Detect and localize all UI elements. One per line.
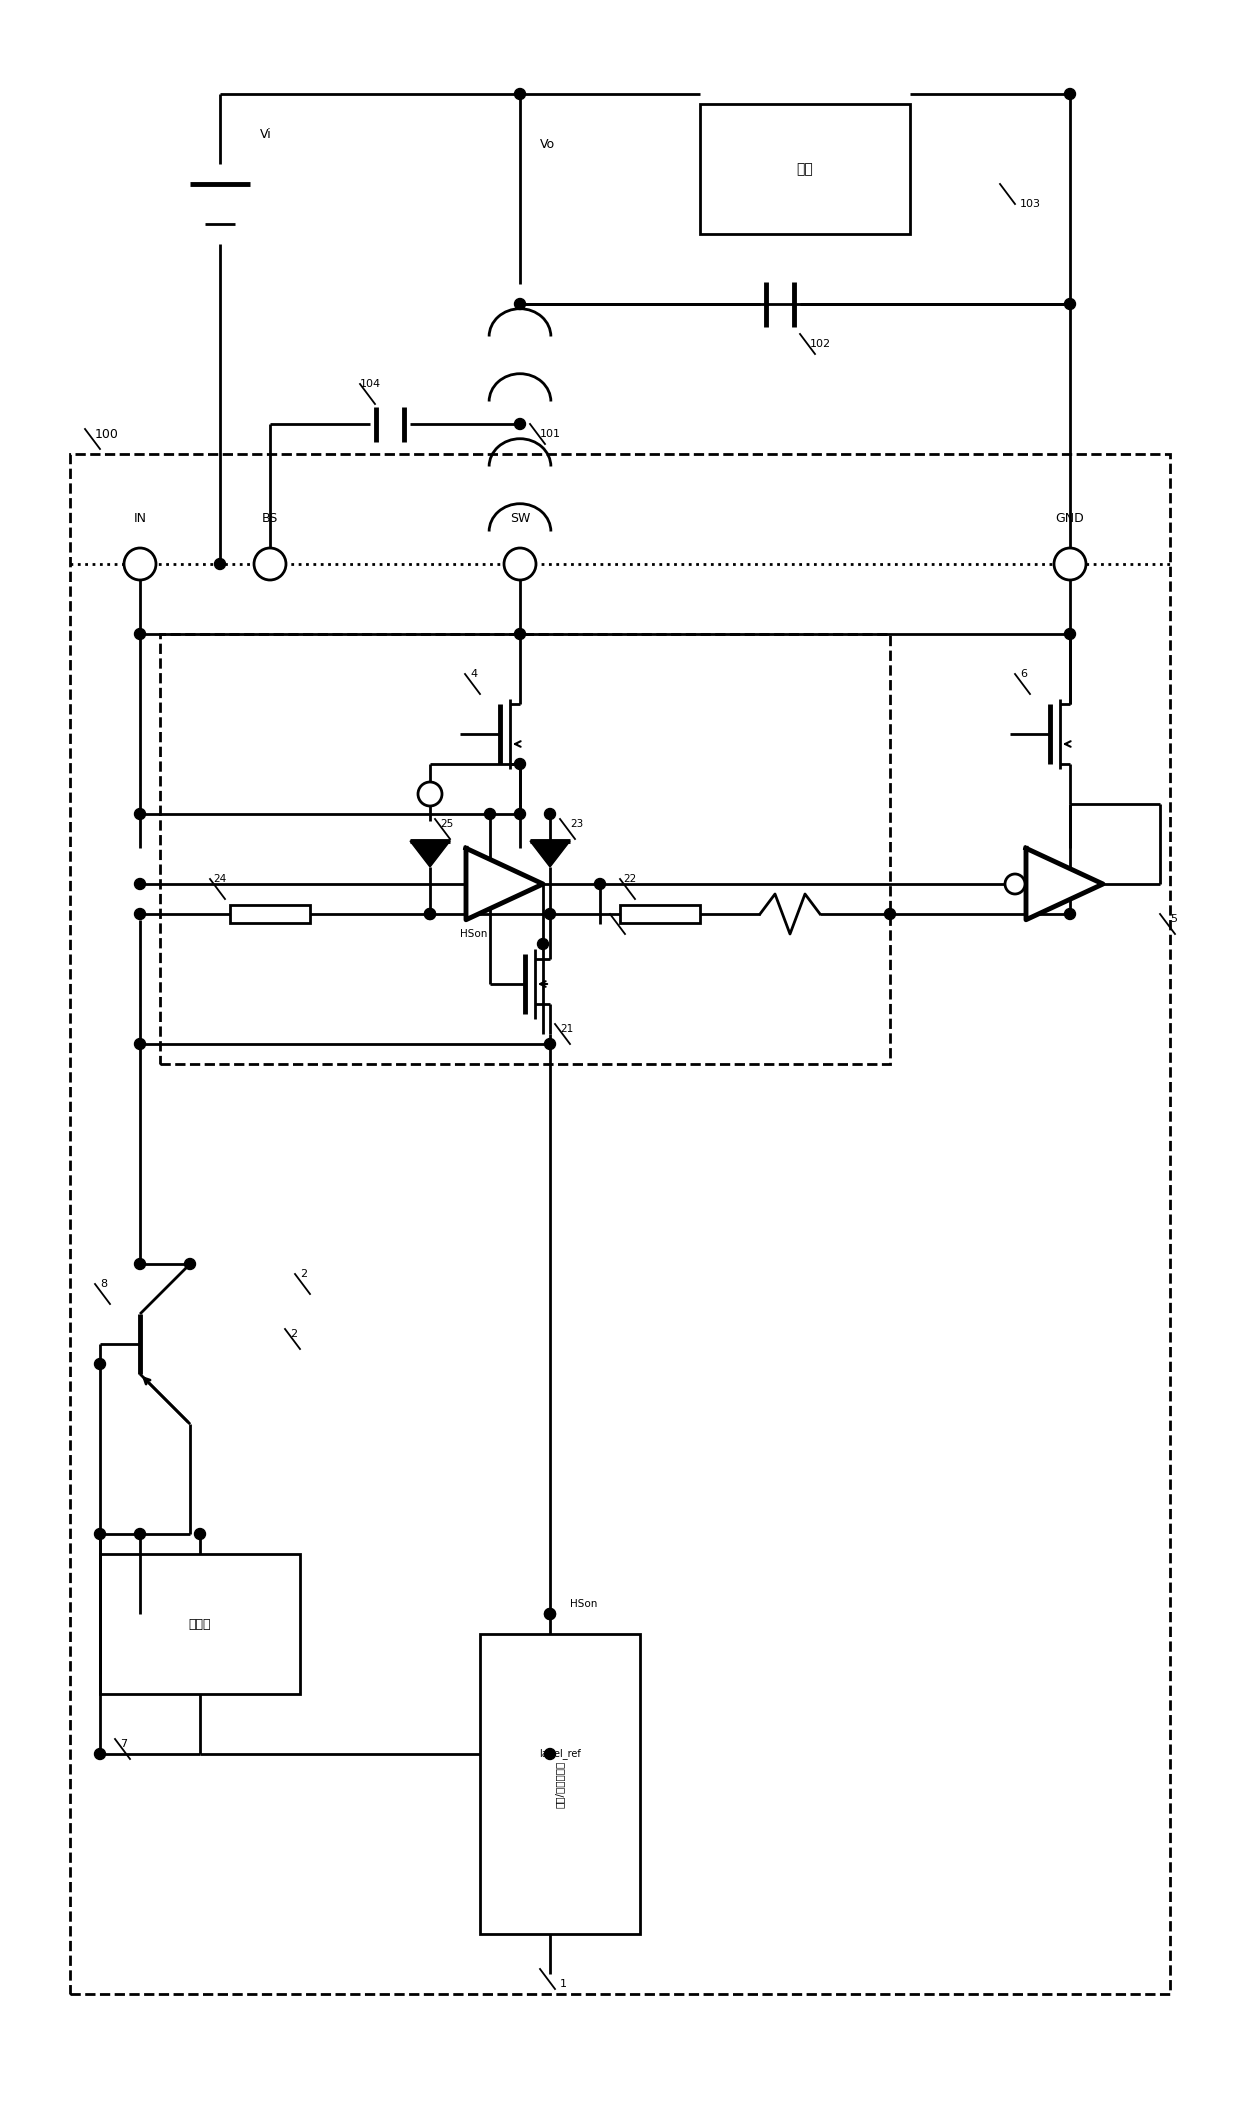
Circle shape bbox=[134, 1038, 145, 1049]
Circle shape bbox=[515, 298, 526, 309]
Circle shape bbox=[264, 558, 275, 569]
Text: 稳压: 稳压 bbox=[796, 163, 813, 175]
Text: GND: GND bbox=[1055, 512, 1084, 526]
Circle shape bbox=[515, 808, 526, 820]
Text: 101: 101 bbox=[539, 429, 560, 440]
Circle shape bbox=[134, 879, 145, 890]
Circle shape bbox=[544, 1609, 556, 1619]
Circle shape bbox=[134, 1258, 145, 1271]
Text: 22: 22 bbox=[624, 873, 636, 884]
Circle shape bbox=[94, 1748, 105, 1759]
Text: 2: 2 bbox=[300, 1268, 308, 1279]
Circle shape bbox=[134, 808, 145, 820]
Text: 100: 100 bbox=[95, 427, 119, 440]
Circle shape bbox=[134, 1528, 145, 1539]
Circle shape bbox=[215, 558, 226, 569]
Text: 开关/关断控制器: 开关/关断控制器 bbox=[556, 1761, 565, 1807]
Bar bbox=[229, 905, 310, 924]
Text: 103: 103 bbox=[1021, 199, 1042, 209]
Text: 1: 1 bbox=[560, 1979, 567, 1989]
Circle shape bbox=[134, 628, 145, 641]
Circle shape bbox=[424, 909, 435, 920]
Text: 6: 6 bbox=[1021, 668, 1027, 679]
Polygon shape bbox=[140, 1374, 190, 1425]
Text: 25: 25 bbox=[440, 818, 454, 829]
Bar bbox=[100, 1554, 300, 1693]
Circle shape bbox=[134, 909, 145, 920]
Polygon shape bbox=[1025, 848, 1104, 920]
Polygon shape bbox=[466, 848, 543, 920]
Circle shape bbox=[485, 808, 496, 820]
Text: SW: SW bbox=[510, 512, 531, 526]
Text: 102: 102 bbox=[810, 338, 831, 349]
Circle shape bbox=[94, 1528, 105, 1539]
Text: 5: 5 bbox=[1171, 913, 1177, 924]
Text: Vreg: Vreg bbox=[498, 879, 521, 890]
Circle shape bbox=[1064, 89, 1075, 99]
Circle shape bbox=[185, 1258, 196, 1271]
Polygon shape bbox=[529, 841, 570, 867]
Circle shape bbox=[515, 419, 526, 429]
Text: 调节器: 调节器 bbox=[188, 1617, 211, 1630]
Circle shape bbox=[544, 1748, 556, 1759]
Circle shape bbox=[124, 548, 156, 579]
Text: label_ref: label_ref bbox=[539, 1748, 580, 1759]
Circle shape bbox=[254, 548, 286, 579]
Circle shape bbox=[503, 548, 536, 579]
Text: 7: 7 bbox=[120, 1740, 128, 1748]
Circle shape bbox=[544, 808, 556, 820]
Circle shape bbox=[1064, 909, 1075, 920]
Text: 24: 24 bbox=[213, 873, 227, 884]
Text: IN: IN bbox=[134, 512, 146, 526]
Circle shape bbox=[544, 1038, 556, 1049]
Circle shape bbox=[1054, 548, 1086, 579]
Bar bbox=[620, 905, 701, 924]
Bar bbox=[69, 455, 1171, 1994]
Circle shape bbox=[418, 782, 441, 805]
Text: 21: 21 bbox=[560, 1023, 573, 1034]
Text: HSon: HSon bbox=[460, 928, 487, 939]
Circle shape bbox=[594, 879, 605, 890]
Circle shape bbox=[1004, 873, 1025, 894]
Circle shape bbox=[544, 1609, 556, 1619]
Circle shape bbox=[1064, 628, 1075, 641]
Circle shape bbox=[544, 909, 556, 920]
Text: 23: 23 bbox=[570, 818, 583, 829]
Circle shape bbox=[515, 628, 526, 641]
Text: Vi: Vi bbox=[260, 127, 272, 140]
Circle shape bbox=[424, 909, 435, 920]
Circle shape bbox=[884, 909, 895, 920]
Text: 2: 2 bbox=[290, 1330, 298, 1338]
Circle shape bbox=[94, 1359, 105, 1370]
Bar bbox=[701, 104, 910, 235]
Text: BS: BS bbox=[262, 512, 278, 526]
Circle shape bbox=[515, 759, 526, 769]
Circle shape bbox=[515, 89, 526, 99]
Circle shape bbox=[537, 939, 548, 949]
Bar bbox=[160, 634, 890, 1063]
Text: 104: 104 bbox=[360, 378, 381, 389]
Text: 4: 4 bbox=[470, 668, 477, 679]
Text: 3: 3 bbox=[620, 913, 627, 924]
Circle shape bbox=[195, 1528, 206, 1539]
Circle shape bbox=[1064, 298, 1075, 309]
Polygon shape bbox=[410, 841, 450, 867]
Text: HSon: HSon bbox=[570, 1598, 598, 1609]
Text: 8: 8 bbox=[100, 1279, 107, 1290]
Text: Vo: Vo bbox=[539, 137, 556, 150]
Bar bbox=[480, 1634, 640, 1934]
